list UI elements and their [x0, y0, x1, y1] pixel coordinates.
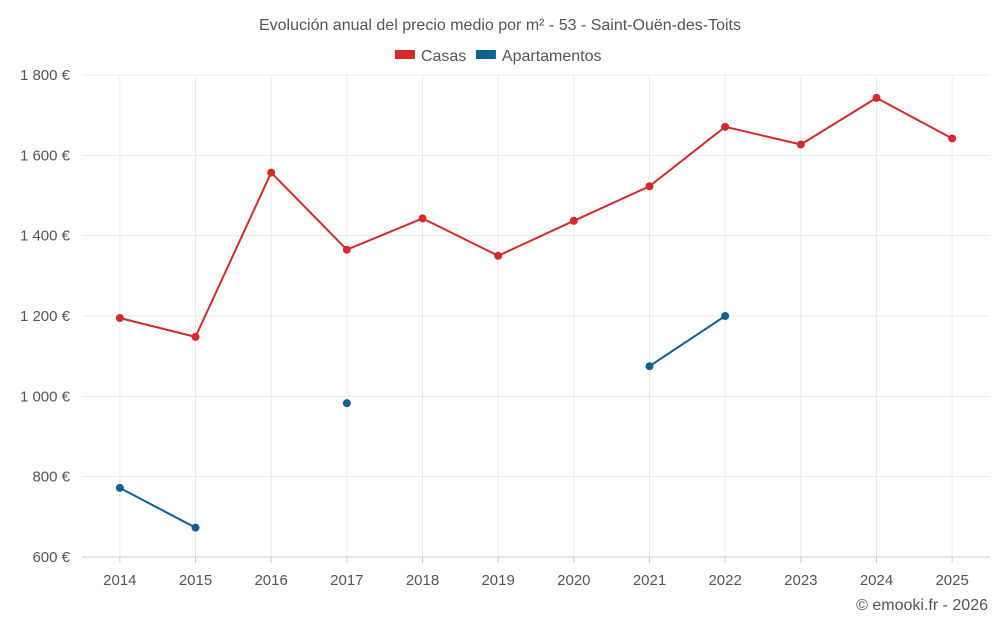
- data-point: [948, 134, 957, 143]
- data-point: [342, 245, 351, 254]
- x-tick-label: 2024: [860, 572, 893, 589]
- x-tick-label: 2018: [406, 572, 439, 589]
- x-tick-label: 2019: [481, 572, 514, 589]
- series-line: [119, 487, 196, 529]
- data-point: [721, 122, 730, 131]
- x-axis: 2014 2015 2016 2017 2018 2019 2020 2021 2022 2023…: [82, 556, 990, 589]
- y-tick-label: 600 €: [32, 549, 70, 566]
- y-tick-label: 1 600 €: [20, 147, 71, 164]
- y-tick-label: 1 000 €: [20, 388, 71, 405]
- x-tick-label: 2025: [935, 572, 968, 589]
- data-point: [191, 332, 200, 341]
- x-tick-label: 2023: [784, 572, 817, 589]
- series-casas: [115, 93, 957, 341]
- legend-label: Apartamentos: [502, 48, 602, 65]
- data-point: [645, 362, 654, 371]
- data-point: [115, 483, 124, 492]
- legend-item-casas: Casas: [394, 48, 466, 65]
- chart-title: Evolución anual del precio medio por m² …: [259, 17, 741, 34]
- x-tick-label: 2015: [179, 572, 212, 589]
- x-tick-label: 2021: [633, 572, 666, 589]
- y-tick-label: 1 200 €: [20, 308, 71, 325]
- x-tick-label: 2022: [708, 572, 741, 589]
- series-apartamentos: [115, 312, 730, 532]
- credit: © emooki.fr - 2026: [856, 597, 988, 614]
- data-point: [342, 399, 351, 408]
- legend: Casas Apartamentos: [394, 48, 602, 65]
- data-point: [721, 312, 730, 320]
- plot-area: [115, 93, 957, 532]
- data-point: [267, 168, 276, 177]
- data-point: [872, 93, 881, 102]
- data-point: [569, 216, 578, 225]
- x-tick-label: 2014: [103, 572, 136, 589]
- y-tick-label: 1 400 €: [20, 228, 71, 245]
- x-tick-label: 2020: [557, 572, 590, 589]
- legend-label: Casas: [421, 48, 466, 65]
- legend-swatch: [475, 50, 496, 59]
- legend-item-apartamentos: Apartamentos: [475, 48, 602, 65]
- data-point: [494, 251, 503, 260]
- data-point: [418, 214, 427, 223]
- y-tick-label: 800 €: [32, 469, 70, 486]
- data-point: [191, 523, 200, 532]
- series-line: [648, 315, 726, 368]
- y-axis: 600 € 800 € 1 000 € 1 200 € 1 400 € 1 600 € 1 …: [20, 67, 71, 566]
- legend-swatch: [394, 50, 415, 59]
- data-point: [796, 140, 805, 149]
- data-point: [645, 182, 654, 191]
- x-tick-label: 2017: [330, 572, 363, 589]
- grid: [82, 74, 990, 558]
- y-tick-label: 1 800 €: [20, 67, 71, 84]
- series-line: [119, 96, 953, 338]
- x-tick-label: 2016: [254, 572, 287, 589]
- data-point: [115, 314, 124, 323]
